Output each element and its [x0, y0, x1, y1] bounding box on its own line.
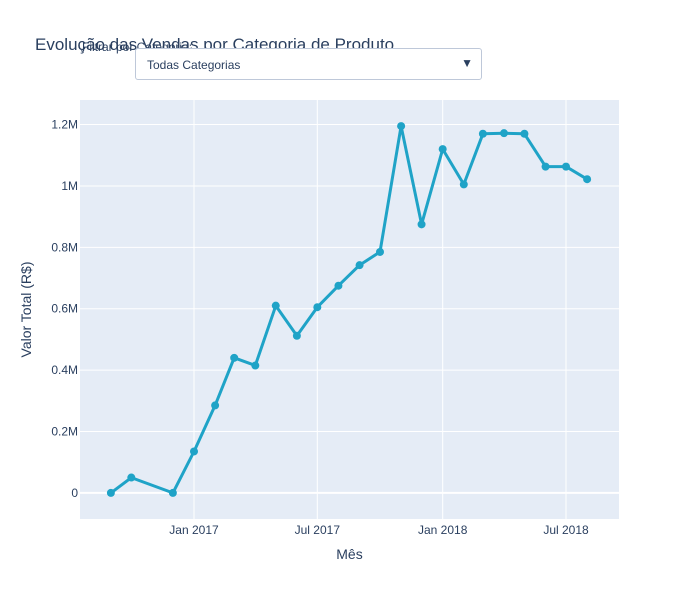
y-tick-label: 0.4M: [51, 363, 78, 377]
x-tick-label: Jul 2018: [543, 523, 589, 537]
y-tick-label: 1.2M: [51, 118, 78, 132]
series-points: [106, 122, 592, 497]
data-point: [583, 175, 592, 184]
y-tick-label: 0.2M: [51, 425, 78, 439]
data-point: [459, 180, 468, 189]
data-point: [211, 401, 220, 410]
y-tick-label: 0.6M: [51, 302, 78, 316]
data-point: [438, 145, 447, 154]
data-point: [500, 129, 508, 138]
category-dropdown[interactable]: Todas Categorias ▼: [135, 48, 482, 80]
y-tick-label: 0.8M: [51, 240, 78, 254]
y-axis-title: Valor Total (R$): [18, 262, 34, 358]
data-point: [334, 281, 343, 290]
data-point: [397, 122, 406, 131]
data-point: [478, 129, 487, 138]
y-axis-ticks: 0 0.2M 0.4M 0.6M 0.8M 1M 1.2M: [51, 118, 78, 500]
data-point: [417, 220, 426, 229]
triangle-down-icon: ▼: [461, 56, 473, 70]
data-point: [313, 303, 322, 312]
data-point: [562, 162, 570, 171]
x-axis-ticks: Jan 2017 Jul 2017 Jan 2018 Jul 2018: [169, 523, 589, 537]
data-point: [190, 447, 198, 456]
data-point: [355, 261, 364, 270]
data-point: [376, 247, 384, 256]
data-point: [106, 488, 115, 497]
plot-area: [80, 100, 619, 519]
data-point: [230, 353, 239, 362]
x-axis-title: Mês: [336, 546, 362, 562]
data-point: [520, 129, 529, 138]
data-point: [251, 361, 260, 370]
data-point: [292, 331, 301, 340]
data-point: [541, 162, 550, 171]
data-point: [168, 488, 177, 497]
dropdown-selected-value: Todas Categorias: [147, 58, 241, 72]
x-tick-label: Jan 2018: [418, 523, 468, 537]
data-point: [271, 301, 280, 310]
x-tick-label: Jul 2017: [295, 523, 341, 537]
x-tick-label: Jan 2017: [169, 523, 219, 537]
data-point: [127, 473, 136, 482]
y-tick-label: 1M: [61, 179, 78, 193]
y-tick-label: 0: [71, 486, 78, 500]
